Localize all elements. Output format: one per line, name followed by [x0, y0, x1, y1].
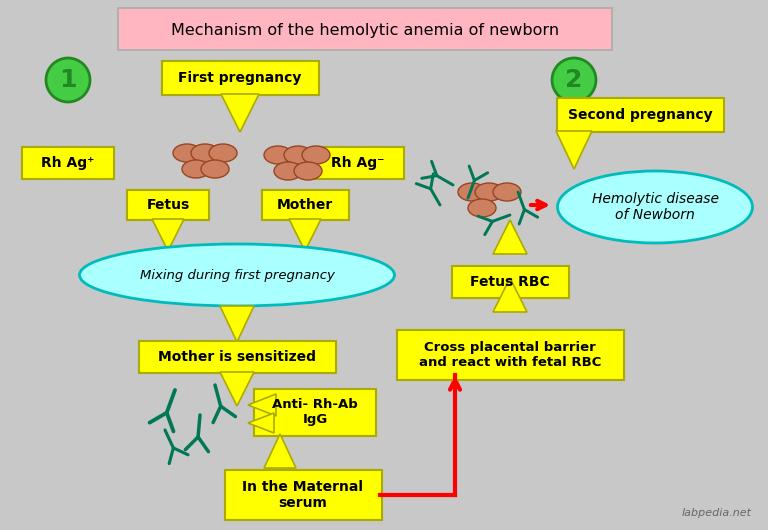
- Text: labpedia.net: labpedia.net: [682, 508, 752, 518]
- Text: Anti- Rh-Ab
IgG: Anti- Rh-Ab IgG: [272, 398, 358, 426]
- Ellipse shape: [468, 199, 496, 217]
- Polygon shape: [493, 278, 527, 312]
- Polygon shape: [248, 413, 274, 433]
- FancyBboxPatch shape: [312, 147, 404, 179]
- Text: Mother is sensitized: Mother is sensitized: [158, 350, 316, 364]
- Polygon shape: [493, 220, 527, 254]
- Ellipse shape: [558, 171, 753, 243]
- Polygon shape: [221, 94, 259, 132]
- Polygon shape: [289, 219, 321, 251]
- Circle shape: [46, 58, 90, 102]
- Text: 1: 1: [59, 68, 77, 92]
- Ellipse shape: [264, 146, 292, 164]
- Ellipse shape: [191, 144, 219, 162]
- Text: Fetus RBC: Fetus RBC: [470, 275, 550, 289]
- Text: In the Maternal
serum: In the Maternal serum: [243, 480, 363, 510]
- Ellipse shape: [493, 183, 521, 201]
- Text: Rh Ag⁺: Rh Ag⁺: [41, 156, 94, 170]
- FancyBboxPatch shape: [22, 147, 114, 179]
- Ellipse shape: [201, 160, 229, 178]
- Text: First pregnancy: First pregnancy: [178, 71, 302, 85]
- FancyBboxPatch shape: [118, 8, 612, 50]
- Text: Mixing during first pregnancy: Mixing during first pregnancy: [140, 269, 334, 281]
- Ellipse shape: [274, 162, 302, 180]
- Ellipse shape: [284, 146, 312, 164]
- FancyBboxPatch shape: [254, 388, 376, 436]
- Polygon shape: [220, 372, 254, 406]
- Text: Cross placental barrier
and react with fetal RBC: Cross placental barrier and react with f…: [419, 341, 601, 369]
- Text: Mother: Mother: [277, 198, 333, 212]
- FancyBboxPatch shape: [557, 98, 723, 132]
- FancyBboxPatch shape: [452, 266, 568, 298]
- Circle shape: [552, 58, 596, 102]
- Ellipse shape: [294, 162, 322, 180]
- Ellipse shape: [182, 160, 210, 178]
- FancyBboxPatch shape: [396, 330, 624, 380]
- Ellipse shape: [458, 183, 486, 201]
- Ellipse shape: [302, 146, 330, 164]
- Text: 2: 2: [565, 68, 583, 92]
- FancyBboxPatch shape: [127, 190, 209, 220]
- Polygon shape: [248, 394, 276, 416]
- Text: Mechanism of the hemolytic anemia of newborn: Mechanism of the hemolytic anemia of new…: [171, 22, 559, 38]
- Ellipse shape: [475, 183, 503, 201]
- Ellipse shape: [80, 244, 395, 306]
- FancyBboxPatch shape: [261, 190, 349, 220]
- Polygon shape: [556, 131, 592, 169]
- Polygon shape: [152, 219, 184, 251]
- FancyBboxPatch shape: [161, 61, 319, 95]
- Text: Rh Ag⁻: Rh Ag⁻: [331, 156, 385, 170]
- Text: Second pregnancy: Second pregnancy: [568, 108, 712, 122]
- Ellipse shape: [209, 144, 237, 162]
- Text: Hemolytic disease
of Newborn: Hemolytic disease of Newborn: [591, 192, 719, 222]
- Polygon shape: [264, 434, 296, 468]
- Text: Fetus: Fetus: [147, 198, 190, 212]
- Polygon shape: [220, 306, 254, 342]
- FancyBboxPatch shape: [224, 470, 382, 520]
- FancyBboxPatch shape: [138, 341, 336, 373]
- Ellipse shape: [173, 144, 201, 162]
